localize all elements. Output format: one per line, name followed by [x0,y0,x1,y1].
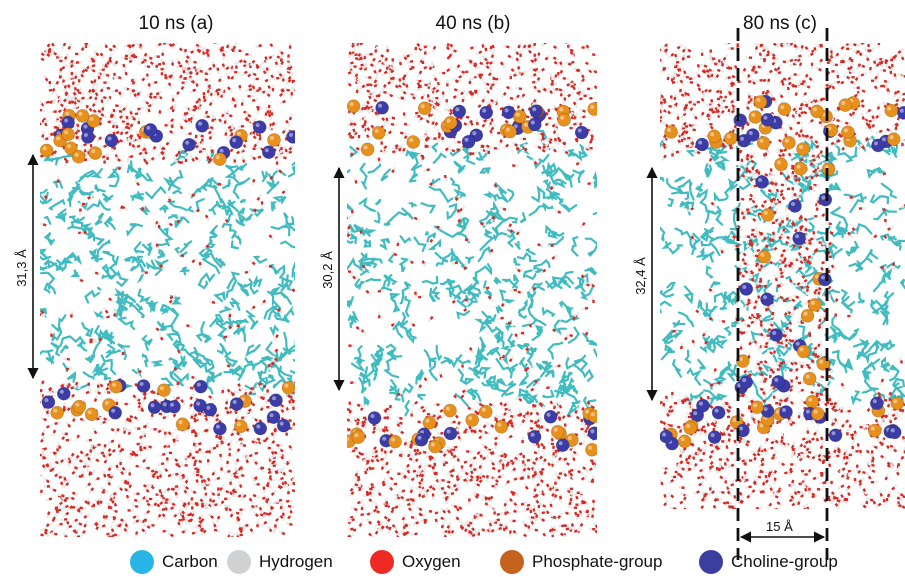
legend-item-phosphate: Phosphate-group [500,548,662,576]
legend-item-oxygen: Oxygen [370,548,461,576]
legend-item-carbon: Carbon [130,548,218,576]
legend-label-oxygen: Oxygen [402,552,461,571]
phosphate-swatch [500,550,524,574]
oxygen-swatch [370,550,394,574]
thickness-label-b: 30,2 Å [320,251,335,289]
choline-swatch [699,550,723,574]
legend-label-phosphate: Phosphate-group [532,552,663,571]
width-label: 15 Å [766,519,793,534]
panel-title-b: 40 ns (b) [435,13,511,34]
panel-title-c: 80 ns (c) [743,13,817,34]
panel-title-a: 10 ns (a) [138,13,214,34]
simulation-snapshot-b [347,43,597,537]
simulation-snapshot-a [40,43,295,537]
hydrogen-swatch [227,550,251,574]
legend-label-choline: Choline-group [731,552,838,571]
simulation-snapshot-c [660,43,905,509]
legend-label-hydrogen: Hydrogen [259,552,333,571]
legend-item-hydrogen: Hydrogen [227,548,333,576]
legend: Carbon Hydrogen Oxygen Phosphate-group C… [0,548,905,576]
carbon-swatch [130,550,154,574]
legend-label-carbon: Carbon [162,552,218,571]
thickness-label-a: 31,3 Å [14,249,29,287]
thickness-label-c: 32,4 Å [633,257,648,295]
legend-item-choline: Choline-group [699,548,838,576]
